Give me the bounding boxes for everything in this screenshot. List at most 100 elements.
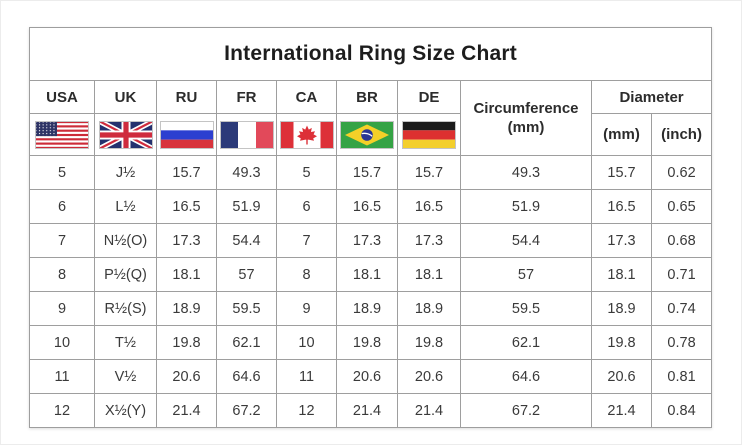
cell-diameter-mm: 15.7 <box>591 155 652 190</box>
col-header-uk: UK <box>94 80 157 114</box>
cell-diameter-inch: 0.62 <box>650 155 713 190</box>
cell-ru: 18.9 <box>156 291 217 326</box>
canada-flag-icon <box>279 120 334 149</box>
cell-de: 21.4 <box>397 393 461 428</box>
col-header-br: BR <box>336 80 398 114</box>
cell-diameter-mm: 21.4 <box>591 393 652 428</box>
cell-uk: N½(O) <box>94 223 157 258</box>
cell-uk: V½ <box>94 359 157 394</box>
cell-usa: 9 <box>29 291 95 326</box>
cell-diameter-inch: 0.81 <box>650 359 713 394</box>
table-row: 7 N½(O) 17.3 54.4 7 17.3 17.3 54.4 17.3 … <box>29 223 713 258</box>
cell-ca: 6 <box>276 189 337 224</box>
cell-br: 16.5 <box>336 189 398 224</box>
cell-br: 15.7 <box>336 155 398 190</box>
cell-fr: 67.2 <box>216 393 277 428</box>
cell-usa: 6 <box>29 189 95 224</box>
table-row: 10 T½ 19.8 62.1 10 19.8 19.8 62.1 19.8 0… <box>29 325 713 360</box>
france-flag-icon <box>219 120 274 149</box>
table-row: 5 J½ 15.7 49.3 5 15.7 15.7 49.3 15.7 0.6… <box>29 155 713 190</box>
cell-ca: 8 <box>276 257 337 292</box>
table-row: 8 P½(Q) 18.1 57 8 18.1 18.1 57 18.1 0.71 <box>29 257 713 292</box>
cell-usa: 5 <box>29 155 95 190</box>
col-header-fr: FR <box>216 80 277 114</box>
cell-br: 18.9 <box>336 291 398 326</box>
col-header-diameter: Diameter <box>590 80 713 114</box>
table-row: 11 V½ 20.6 64.6 11 20.6 20.6 64.6 20.6 0… <box>29 359 713 394</box>
cell-diameter-inch: 0.74 <box>650 291 713 326</box>
col-header-diameter-inch: (inch) <box>650 113 713 156</box>
col-header-diameter-mm: (mm) <box>591 113 652 156</box>
cell-usa: 11 <box>29 359 95 394</box>
cell-ru: 20.6 <box>156 359 217 394</box>
russia-flag-icon <box>159 120 214 149</box>
circumference-label: Circumference <box>473 99 579 117</box>
cell-circumference: 57 <box>460 257 592 292</box>
cell-de: 18.1 <box>397 257 461 292</box>
cell-diameter-inch: 0.84 <box>650 393 713 428</box>
cell-circumference: 49.3 <box>460 155 592 190</box>
cell-diameter-mm: 16.5 <box>591 189 652 224</box>
cell-usa: 10 <box>29 325 95 360</box>
cell-ru: 15.7 <box>156 155 217 190</box>
country-header-row: USA UK RU FR CA BR DE Circumference (mm)… <box>29 80 713 156</box>
cell-uk: T½ <box>94 325 157 360</box>
cell-diameter-mm: 20.6 <box>591 359 652 394</box>
cell-br: 19.8 <box>336 325 398 360</box>
cell-circumference: 62.1 <box>460 325 592 360</box>
cell-diameter-inch: 0.78 <box>650 325 713 360</box>
col-header-ru: RU <box>156 80 217 114</box>
flag-cell-ru <box>156 113 217 156</box>
cell-ru: 17.3 <box>156 223 217 258</box>
cell-ca: 7 <box>276 223 337 258</box>
cell-br: 17.3 <box>336 223 398 258</box>
cell-diameter-inch: 0.71 <box>650 257 713 292</box>
cell-fr: 51.9 <box>216 189 277 224</box>
flag-row: (mm) (inch) <box>29 113 713 156</box>
cell-ca: 5 <box>276 155 337 190</box>
cell-de: 18.9 <box>397 291 461 326</box>
cell-ca: 10 <box>276 325 337 360</box>
cell-circumference: 64.6 <box>460 359 592 394</box>
col-header-ca: CA <box>276 80 337 114</box>
cell-fr: 49.3 <box>216 155 277 190</box>
cell-diameter-inch: 0.68 <box>650 223 713 258</box>
cell-fr: 64.6 <box>216 359 277 394</box>
flag-cell-usa <box>29 113 95 156</box>
cell-br: 20.6 <box>336 359 398 394</box>
brazil-flag-icon <box>340 120 394 149</box>
cell-br: 18.1 <box>336 257 398 292</box>
germany-flag-icon <box>402 120 456 149</box>
cell-diameter-inch: 0.65 <box>650 189 713 224</box>
flag-cell-fr <box>216 113 277 156</box>
cell-ca: 9 <box>276 291 337 326</box>
cell-fr: 59.5 <box>216 291 277 326</box>
table-row: 9 R½(S) 18.9 59.5 9 18.9 18.9 59.5 18.9 … <box>29 291 713 326</box>
col-header-circumference: Circumference (mm) <box>460 80 592 156</box>
cell-de: 16.5 <box>397 189 461 224</box>
cell-diameter-mm: 17.3 <box>591 223 652 258</box>
flag-cell-uk <box>94 113 157 156</box>
cell-ca: 11 <box>276 359 337 394</box>
cell-de: 15.7 <box>397 155 461 190</box>
cell-ca: 12 <box>276 393 337 428</box>
cell-de: 20.6 <box>397 359 461 394</box>
col-header-de: DE <box>397 80 461 114</box>
title-row: International Ring Size Chart <box>28 27 713 81</box>
cell-ru: 21.4 <box>156 393 217 428</box>
flag-cell-de <box>397 113 461 156</box>
circumference-unit: (mm) <box>507 119 545 136</box>
cell-fr: 57 <box>216 257 277 292</box>
cell-ru: 18.1 <box>156 257 217 292</box>
cell-circumference: 54.4 <box>460 223 592 258</box>
cell-circumference: 51.9 <box>460 189 592 224</box>
cell-usa: 8 <box>29 257 95 292</box>
cell-diameter-mm: 19.8 <box>591 325 652 360</box>
cell-uk: R½(S) <box>94 291 157 326</box>
cell-fr: 62.1 <box>216 325 277 360</box>
cell-diameter-mm: 18.1 <box>591 257 652 292</box>
cell-de: 17.3 <box>397 223 461 258</box>
cell-circumference: 67.2 <box>460 393 592 428</box>
page-title: International Ring Size Chart <box>28 27 713 81</box>
cell-br: 21.4 <box>336 393 398 428</box>
